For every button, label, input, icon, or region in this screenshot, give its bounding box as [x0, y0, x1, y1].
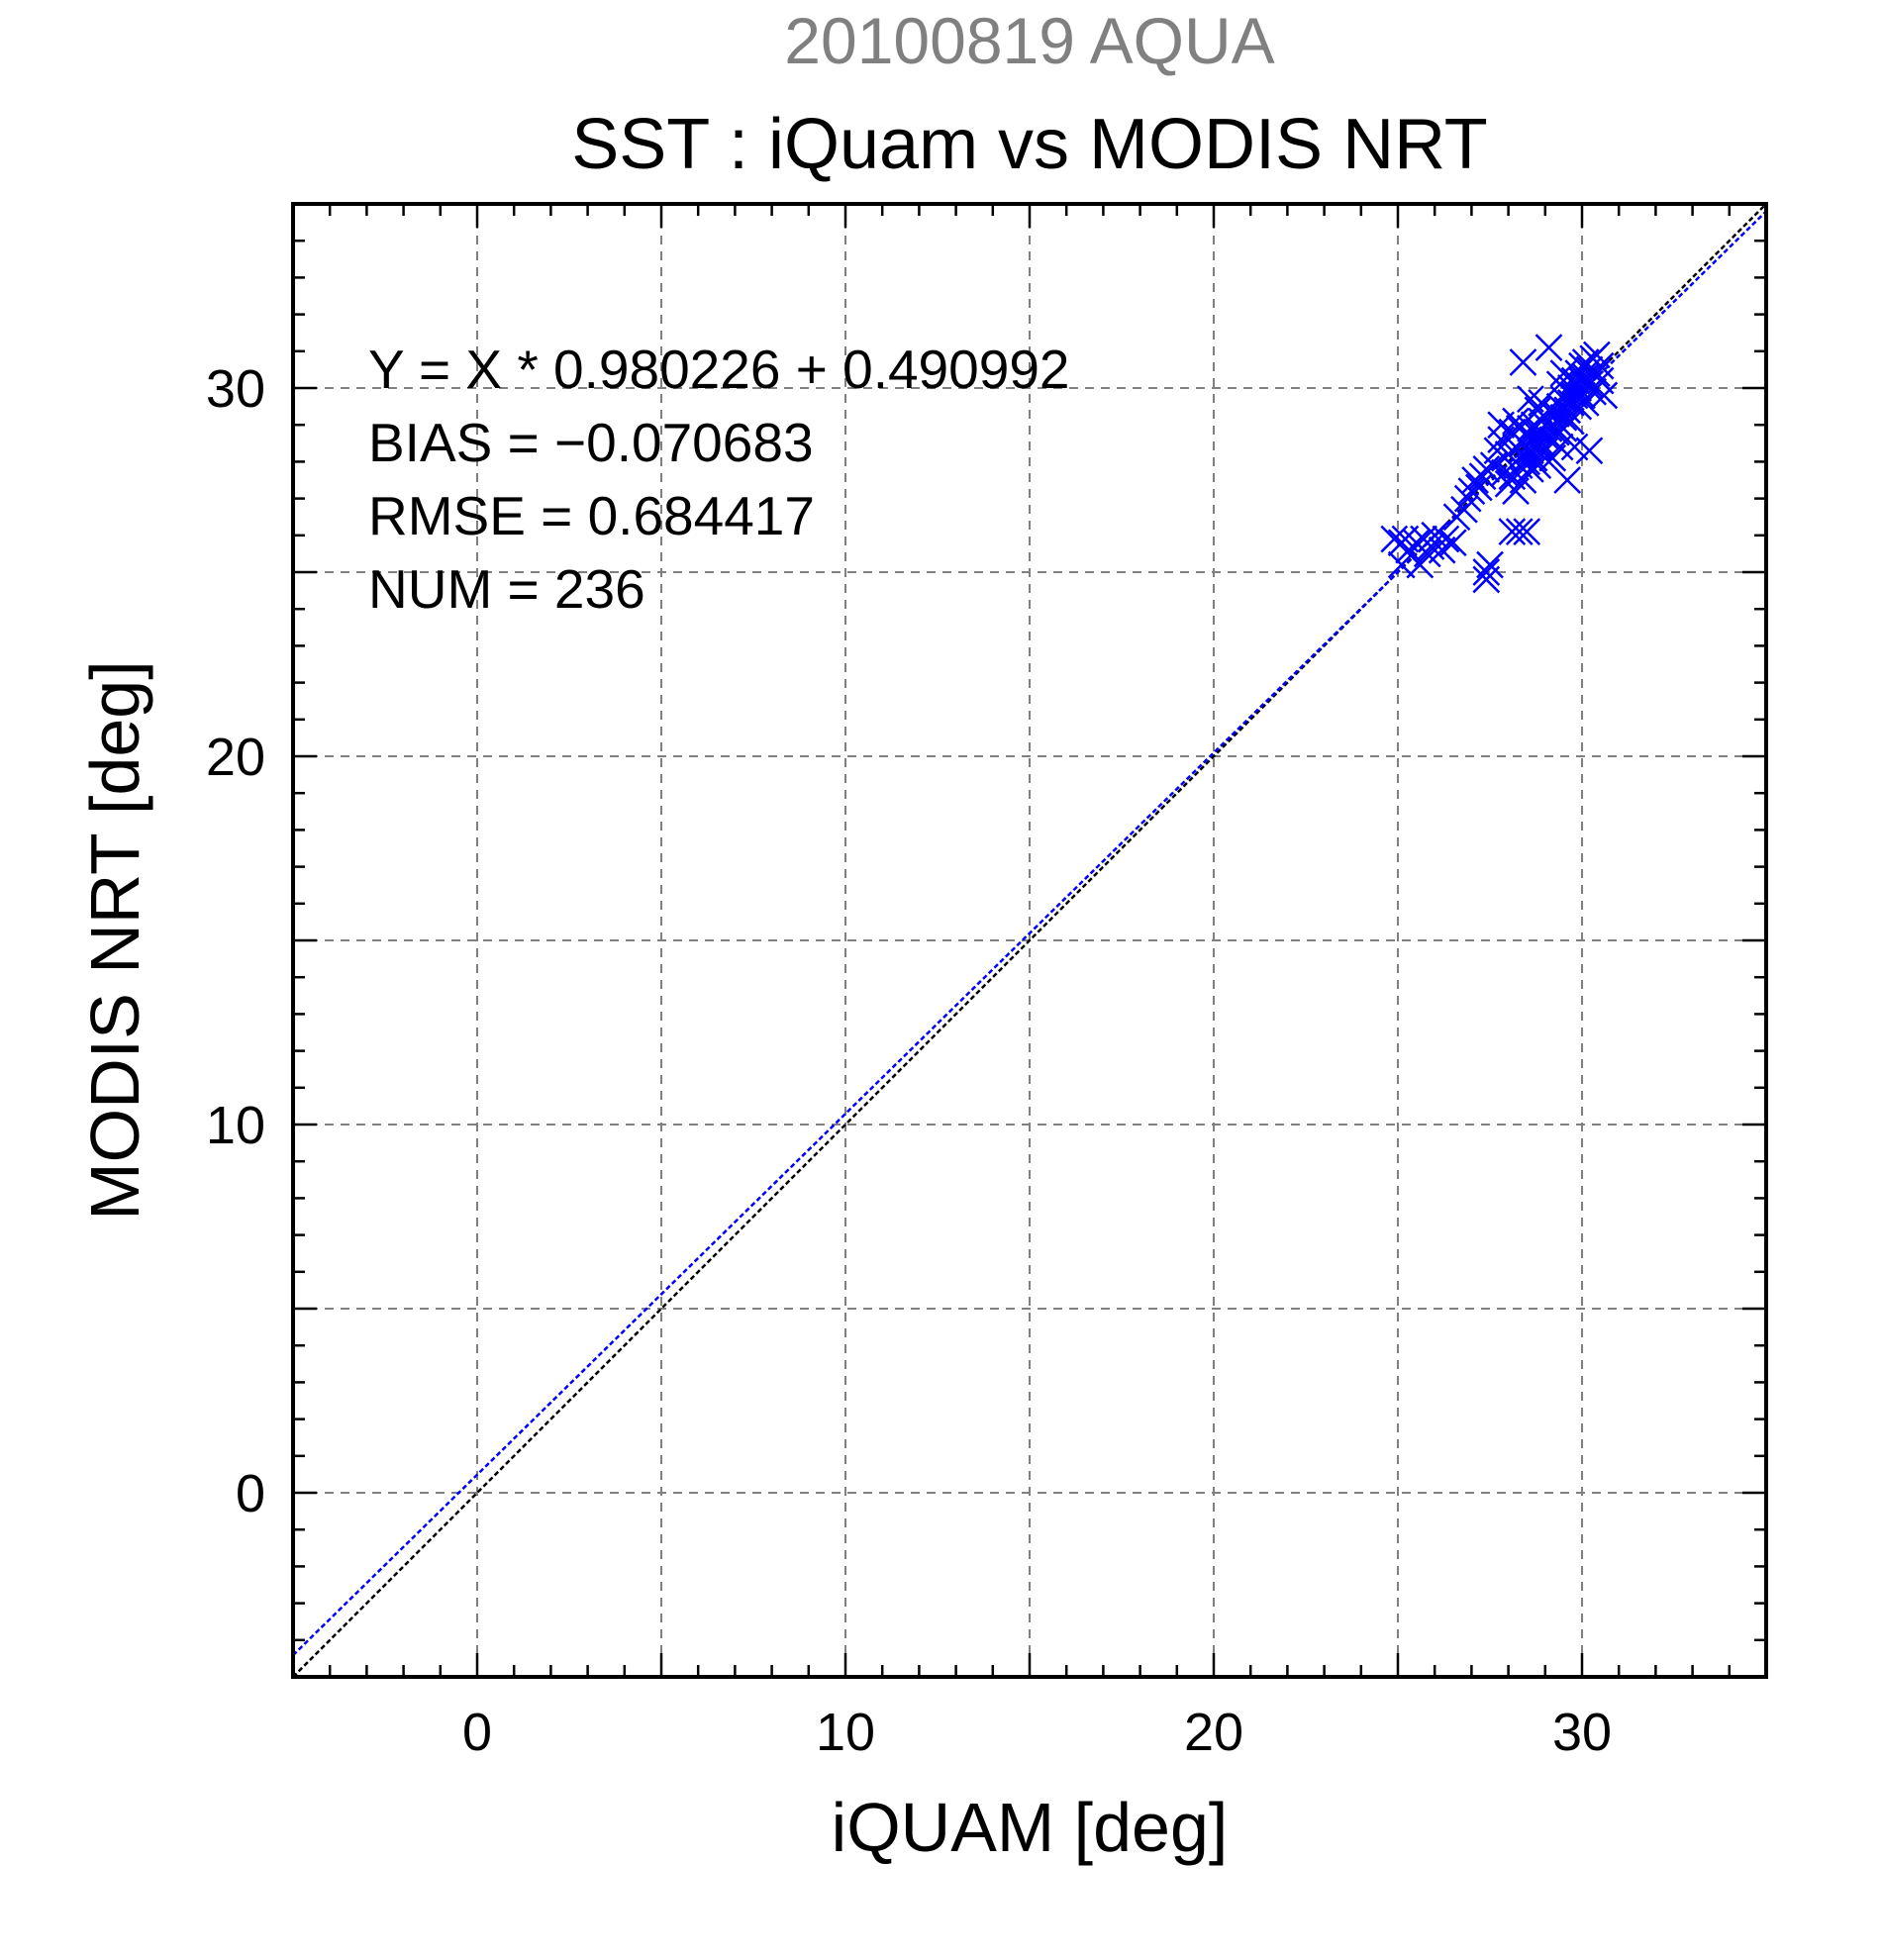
scatter-point [1553, 466, 1582, 494]
scatter-point [1586, 351, 1615, 380]
chart-title: SST : iQuam vs MODIS NRT [571, 105, 1488, 184]
y-tick-label: 10 [206, 1096, 265, 1155]
scatter-point [1524, 396, 1552, 425]
y-tick-label: 0 [236, 1464, 265, 1523]
scatter-point [1545, 433, 1574, 461]
scatter-point [1528, 388, 1555, 417]
x-tick-label: 20 [1184, 1703, 1243, 1762]
scatter-point [1417, 533, 1445, 560]
y-axis-label: MODIS NRT [deg] [76, 660, 153, 1220]
x-axis-label: iQUAM [deg] [832, 1789, 1229, 1866]
stat-line: Y = X * 0.980226 + 0.490992 [368, 339, 1070, 400]
stats-annotation: Y = X * 0.980226 + 0.490992 BIAS = −0.070… [368, 339, 1070, 620]
scatter-point [1498, 518, 1527, 545]
plot-frame [291, 202, 1768, 1679]
identity-line [293, 204, 1766, 1677]
scatter-point [1502, 407, 1530, 436]
scatter-point [1582, 341, 1611, 369]
scatter-point [1513, 447, 1541, 476]
x-tick-label: 10 [816, 1703, 875, 1762]
y-tick-label: 20 [206, 728, 265, 787]
chart-supertitle: 20100819 AQUA [784, 4, 1274, 77]
x-tick-label: 0 [462, 1703, 492, 1762]
scatter-point [1421, 521, 1449, 549]
y-tick-label: 30 [206, 359, 265, 419]
scatter-point [1464, 473, 1493, 502]
scatter-point [1517, 454, 1544, 483]
scatter-point [1549, 359, 1578, 388]
y-tick-labels: 0 10 20 30 [206, 359, 265, 1523]
scatter-point [1575, 437, 1604, 465]
x-tick-labels: 0 10 20 30 [462, 1703, 1612, 1762]
scatter-point [1556, 407, 1585, 436]
scatter-point [1472, 558, 1501, 586]
scatter-point [1457, 477, 1486, 506]
scatter-points [1380, 334, 1619, 594]
scatter-point [1505, 518, 1534, 545]
scatter-point [1476, 550, 1504, 579]
scatter-point [1438, 529, 1467, 557]
scatter-point [1509, 348, 1537, 376]
x-tick-label: 30 [1552, 1703, 1612, 1762]
stat-line: BIAS = −0.070683 [368, 412, 814, 473]
scatter-point [1380, 525, 1409, 553]
scatter-point [1513, 518, 1541, 545]
scatter-point [1524, 451, 1552, 480]
scatter-point [1450, 495, 1478, 524]
scatter-point [1534, 334, 1563, 361]
scatter-point [1472, 454, 1501, 483]
stat-line: NUM = 236 [368, 558, 645, 620]
stat-line: RMSE = 0.684417 [368, 485, 815, 546]
scatter-point [1387, 550, 1416, 579]
scatter-point [1586, 366, 1615, 395]
scatter-point [1432, 525, 1460, 553]
